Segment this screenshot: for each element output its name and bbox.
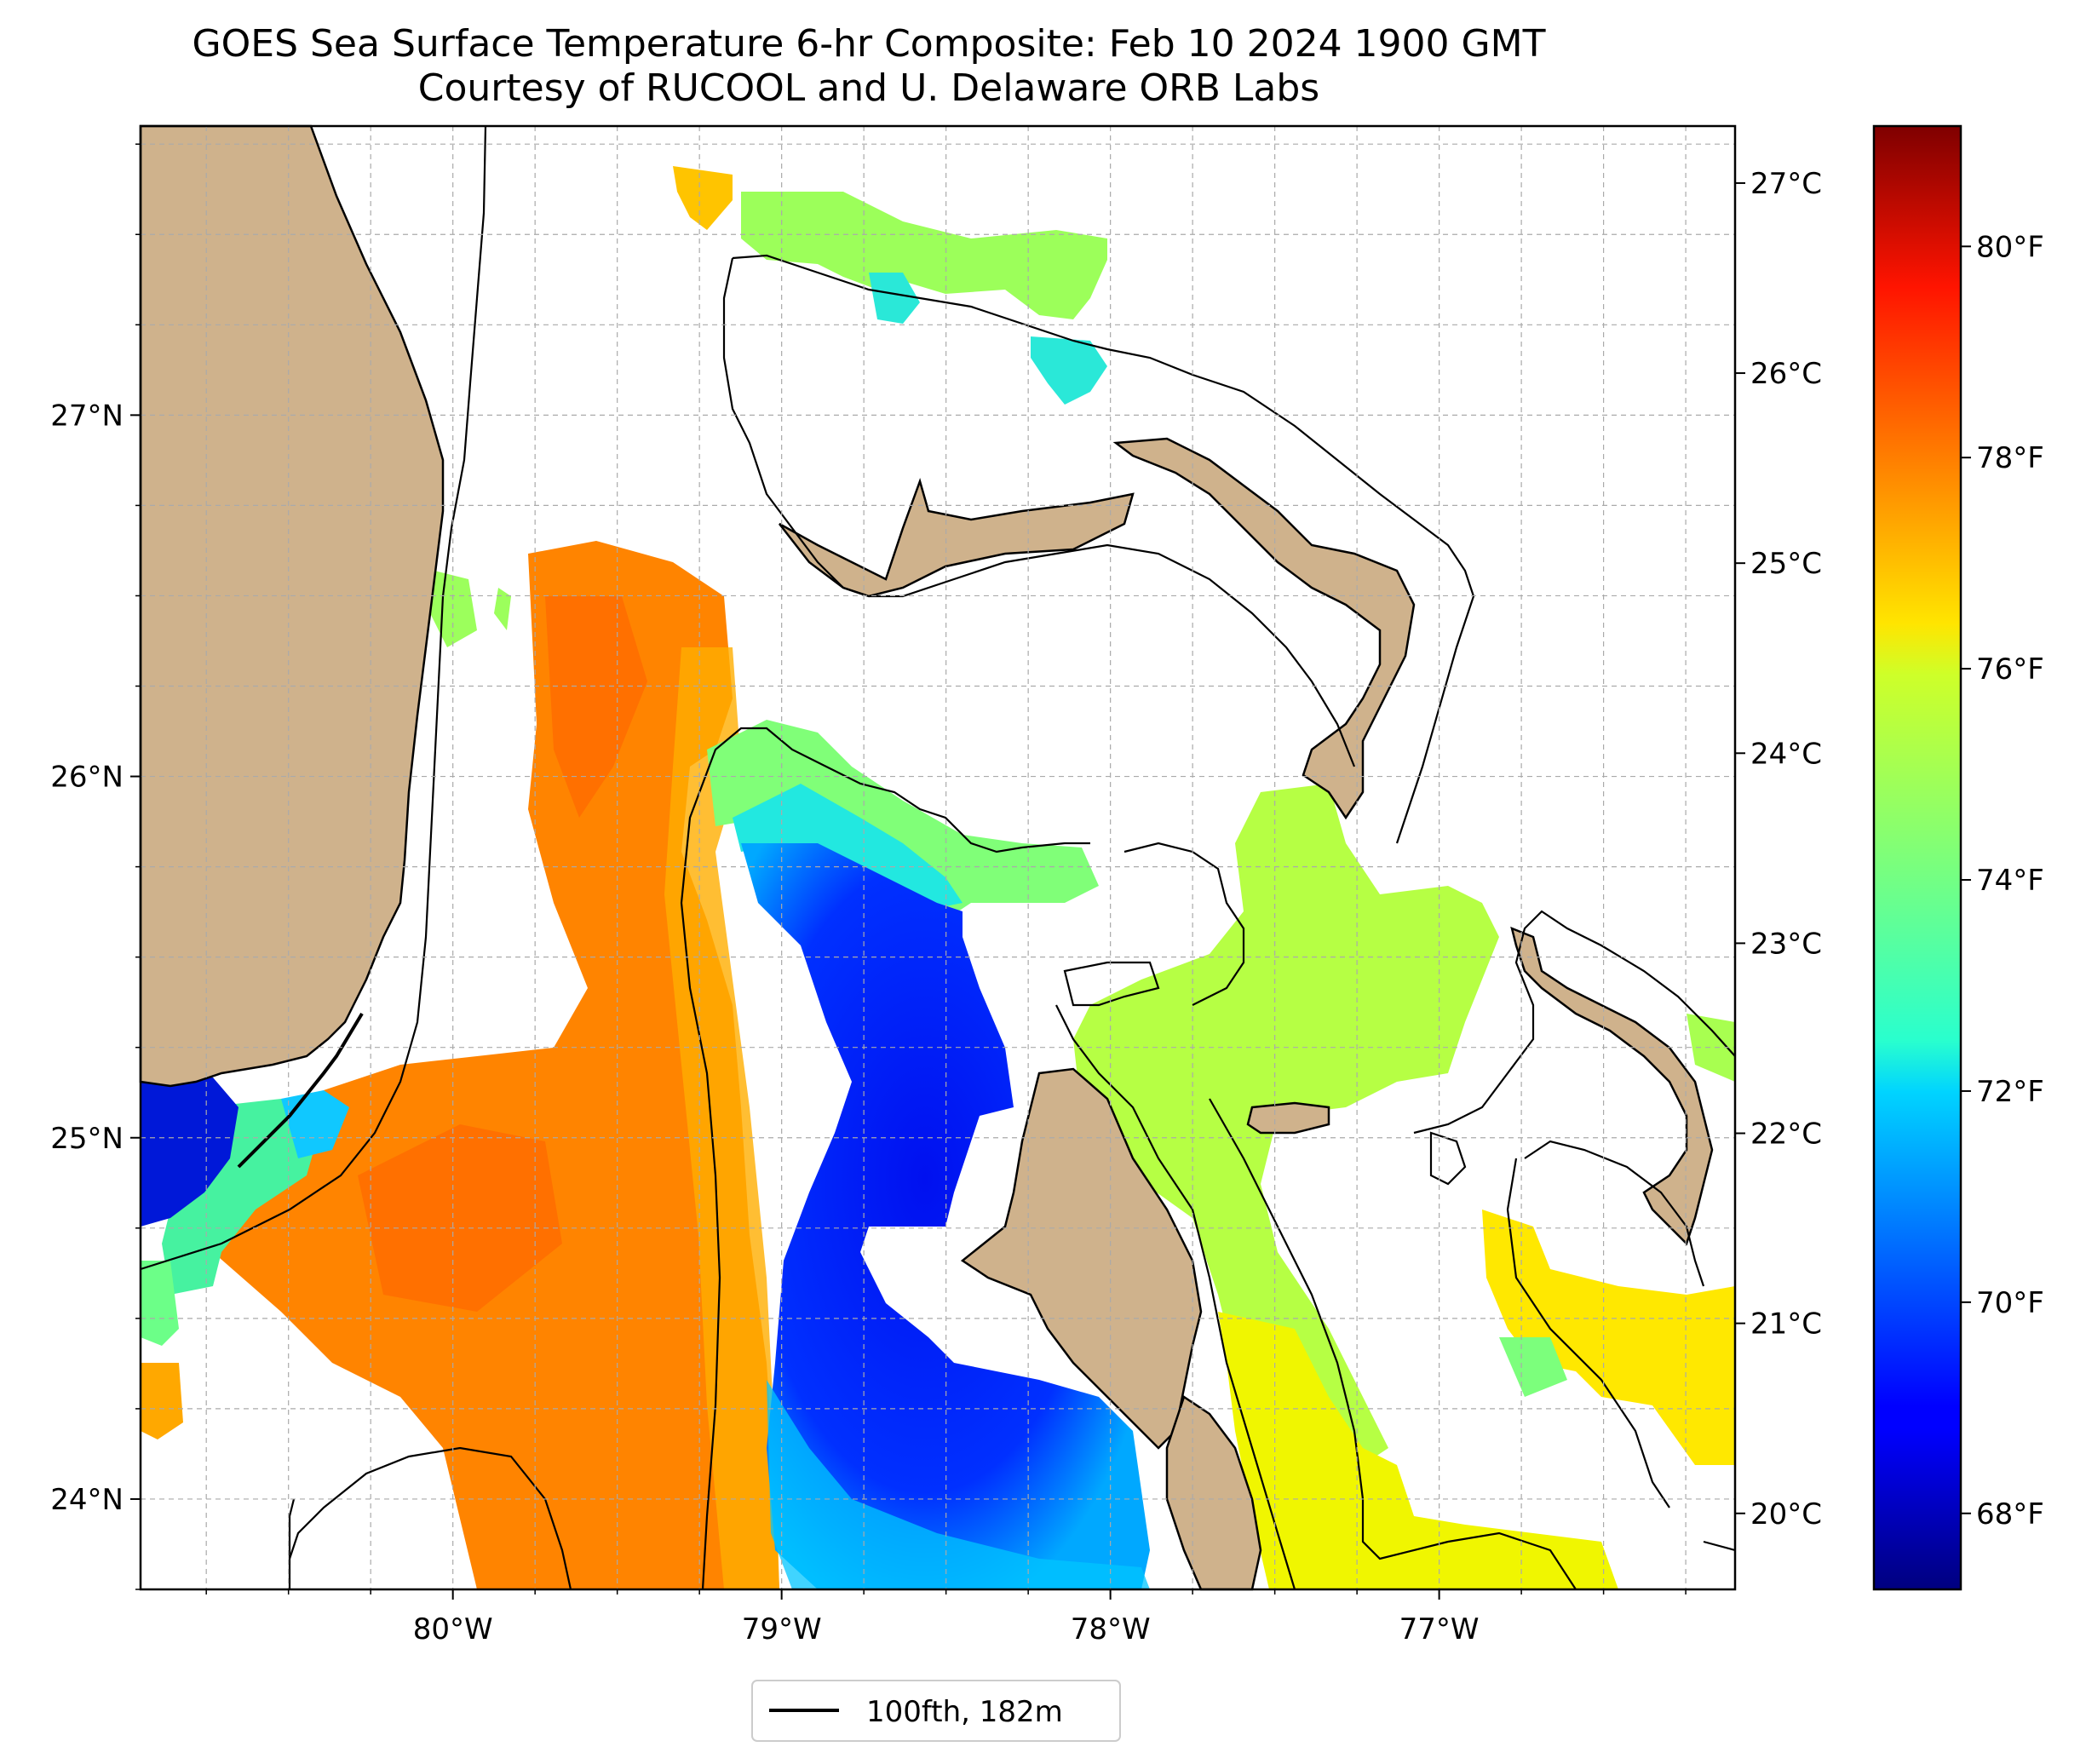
sst-green-left-edge: [141, 1261, 179, 1346]
fahrenheit-tick-label: 76°F: [1976, 652, 2044, 687]
sst-yellow-north: [673, 166, 733, 230]
lon-tick-label: 77°W: [1399, 1612, 1480, 1646]
sst-green-north: [741, 192, 1107, 319]
land-florida-keys: [237, 1012, 364, 1169]
lon-tick-label: 80°W: [413, 1612, 493, 1646]
sst-warm-gulf-stream: [204, 541, 779, 1589]
lon-tick-label: 78°W: [1071, 1612, 1151, 1646]
celsius-tick-label: 21°C: [1750, 1307, 1822, 1342]
fahrenheit-tick-label: 68°F: [1976, 1497, 2044, 1531]
sst-cold-florida-bay: [141, 1073, 238, 1227]
celsius-tick-label: 26°C: [1750, 357, 1822, 391]
land-andros: [960, 1067, 1203, 1450]
fahrenheit-tick-label: 72°F: [1976, 1075, 2044, 1109]
map-subtitle: Courtesy of RUCOOL and U. Delaware ORB L…: [417, 66, 1320, 110]
fahrenheit-tick-label: 80°F: [1976, 230, 2044, 264]
celsius-tick-label: 20°C: [1750, 1497, 1822, 1531]
sst-green-east-spot: [1499, 1337, 1567, 1397]
sst-warm-core: [358, 596, 647, 1312]
lat-tick-label: 25°N: [50, 1122, 124, 1156]
sst-green-east: [1687, 1014, 1735, 1082]
map-frame: [139, 124, 1737, 1591]
sst-cold-pool: [741, 843, 1150, 1589]
land-eleuthera: [1510, 926, 1714, 1246]
lat-tick-label: 24°N: [50, 1483, 124, 1517]
sst-layer: [141, 166, 1735, 1589]
legend-box: [751, 1680, 1121, 1742]
map-title: GOES Sea Surface Temperature 6-hr Compos…: [192, 22, 1546, 66]
latitude-axis: 24°N 25°N 26°N 27°N: [50, 143, 141, 1590]
colorbar: [1872, 124, 1962, 1591]
sst-cyan-north: [869, 273, 1107, 405]
bathymetry-contours: [140, 125, 1736, 1590]
sst-yellow-south: [1218, 1312, 1618, 1589]
celsius-tick-label: 24°C: [1750, 737, 1822, 771]
celsius-tick-label: 22°C: [1750, 1118, 1822, 1152]
lat-tick-label: 27°N: [50, 399, 124, 433]
sst-light-blue-rim: [767, 1380, 1150, 1589]
celsius-tick-label: 25°C: [1750, 547, 1822, 581]
land-new-providence: [1246, 1101, 1330, 1135]
fahrenheit-tick-label: 78°F: [1976, 441, 2044, 475]
longitude-axis: 80°W 79°W 78°W 77°W: [205, 1589, 1687, 1646]
sst-green-bahamas: [1073, 784, 1499, 1465]
celsius-tick-label: 27°C: [1750, 167, 1822, 201]
sst-green-florida-coast: [430, 571, 511, 647]
sst-orange-left-edge: [141, 1363, 183, 1439]
legend-label: 100fth, 182m: [866, 1695, 1063, 1729]
sst-yellow-east: [1482, 1210, 1735, 1465]
lon-tick-label: 79°W: [742, 1612, 822, 1646]
fahrenheit-tick-label: 74°F: [1976, 864, 2044, 898]
celsius-tick-label: 23°C: [1750, 927, 1822, 961]
sst-green-band: [707, 720, 1099, 920]
lat-tick-label: 26°N: [50, 761, 124, 795]
sst-cyan-band: [733, 784, 963, 911]
sst-orange-edge: [664, 647, 779, 1589]
fahrenheit-tick-label: 70°F: [1976, 1286, 2044, 1320]
celsius-axis: 20°C 21°C 22°C 23°C 24°C 25°C 26°C 27°C: [1735, 167, 1822, 1531]
land-grand-bahama: [779, 477, 1135, 598]
land-abaco: [1112, 437, 1416, 820]
fahrenheit-axis: 68°F 70°F 72°F 74°F 76°F 78°F 80°F: [1961, 230, 2044, 1531]
land-florida: [139, 124, 445, 1088]
legend: 100fth, 182m: [751, 1680, 1121, 1742]
